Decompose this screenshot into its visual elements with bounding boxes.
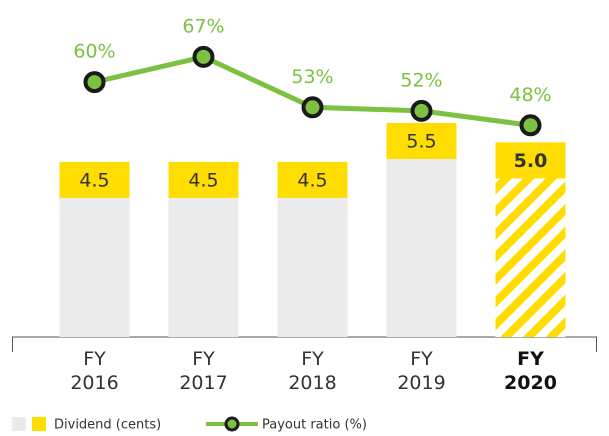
- bar-label-box: [386, 122, 457, 159]
- bar-value-label: 4.5: [297, 169, 327, 191]
- payout-value-label: 48%: [509, 84, 551, 106]
- bar-label-box: [277, 161, 348, 198]
- legend-swatch: [12, 417, 26, 431]
- x-tick-label: FY 2020: [504, 348, 557, 394]
- payout-marker: [410, 99, 433, 122]
- bar-value-label: 4.5: [188, 169, 218, 191]
- legend-swatch: [32, 417, 46, 431]
- payout-marker: [301, 96, 324, 119]
- legend-marker: [224, 416, 240, 432]
- payout-marker: [192, 45, 215, 68]
- payout-value-label: 67%: [182, 15, 224, 37]
- bar-label-box: [495, 142, 566, 179]
- payout-marker: [83, 71, 106, 94]
- bar-label-box: [168, 161, 239, 198]
- x-tick-label: FY 2016: [70, 348, 119, 394]
- bar-value-label: 5.0: [514, 150, 548, 172]
- legend-label: Dividend (cents): [54, 418, 161, 433]
- bar-value-label: 5.5: [406, 130, 436, 152]
- bar-value-label: 4.5: [79, 169, 109, 191]
- x-tick-label: FY 2019: [397, 348, 446, 394]
- payout-marker: [519, 114, 542, 137]
- payout-value-label: 60%: [73, 41, 115, 63]
- bar-label-box: [59, 161, 130, 198]
- payout-value-label: 52%: [400, 69, 442, 91]
- x-tick-label: FY 2017: [179, 348, 228, 394]
- legend-label: Payout ratio (%): [262, 418, 367, 433]
- payout-value-label: 53%: [291, 66, 333, 88]
- x-tick-label: FY 2018: [288, 348, 337, 394]
